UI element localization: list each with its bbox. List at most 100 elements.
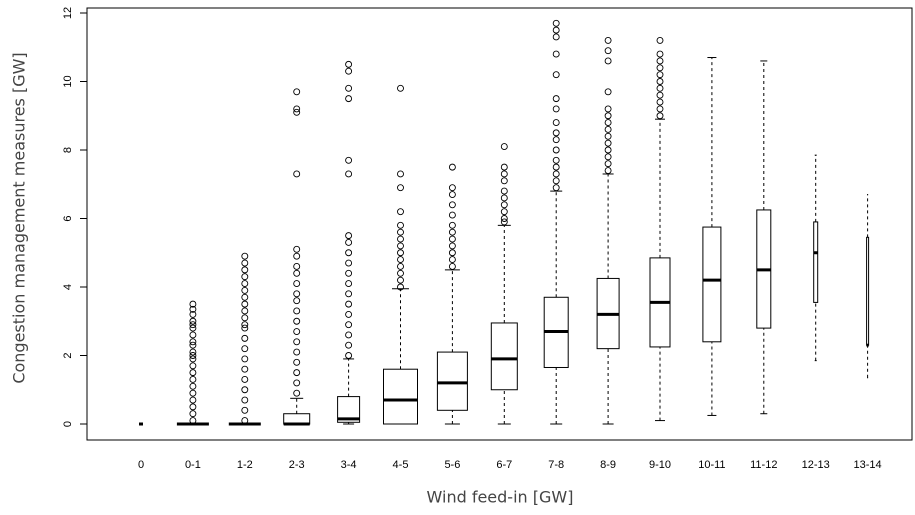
box <box>866 236 870 346</box>
y-tick-label: 10 <box>62 75 74 87</box>
outlier <box>293 317 301 325</box>
outlier <box>448 242 456 250</box>
outlier <box>552 105 560 113</box>
x-tick-label: 2-3 <box>289 459 305 471</box>
box <box>283 413 311 425</box>
outlier <box>604 167 612 175</box>
outlier <box>552 119 560 127</box>
outlier <box>552 163 560 171</box>
box <box>490 322 518 391</box>
outlier <box>500 201 508 209</box>
outlier <box>552 95 560 103</box>
outlier <box>345 310 353 318</box>
outlier <box>241 376 249 383</box>
outlier <box>397 221 404 229</box>
box <box>383 368 418 425</box>
outlier <box>397 242 404 250</box>
outlier <box>241 365 249 373</box>
x-tick-label: 4-5 <box>393 459 409 471</box>
outlier <box>345 95 353 103</box>
outlier <box>241 266 249 274</box>
outlier <box>448 221 456 229</box>
x-tick-label: 9-10 <box>649 459 671 471</box>
outlier <box>604 153 612 161</box>
outlier <box>189 396 197 404</box>
y-tick-label: 8 <box>62 147 74 153</box>
outlier <box>241 345 249 353</box>
x-axis-title: Wind feed-in [GW] <box>427 488 574 507</box>
outlier <box>189 403 197 411</box>
outlier <box>293 348 301 356</box>
outlier <box>189 417 197 425</box>
outlier <box>552 184 560 192</box>
outlier <box>189 341 197 349</box>
outlier <box>189 305 197 313</box>
outlier <box>604 132 612 140</box>
outlier <box>293 369 301 377</box>
box <box>702 226 722 343</box>
outlier <box>397 235 404 243</box>
outlier <box>293 105 301 113</box>
outlier <box>241 321 249 329</box>
outlier <box>241 355 249 363</box>
outlier <box>241 286 249 294</box>
outlier <box>241 307 249 315</box>
outlier <box>189 300 197 308</box>
outlier <box>241 417 249 425</box>
outlier <box>552 33 560 41</box>
outlier <box>448 191 456 198</box>
outlier <box>241 406 249 414</box>
outlier <box>448 184 456 192</box>
outlier <box>604 105 612 113</box>
outlier <box>241 293 249 301</box>
outlier <box>189 317 197 325</box>
outlier <box>397 170 404 178</box>
outlier <box>500 143 508 151</box>
outlier <box>293 290 301 298</box>
y-tick-label: 2 <box>62 352 74 358</box>
outlier <box>345 249 353 257</box>
outlier <box>241 252 249 260</box>
outlier <box>293 338 301 346</box>
outlier <box>345 341 353 349</box>
outlier <box>397 283 404 291</box>
box <box>813 221 819 303</box>
outlier <box>189 369 197 377</box>
outlier <box>189 382 197 390</box>
outlier <box>604 125 612 133</box>
outlier <box>241 280 249 288</box>
outlier <box>293 263 301 270</box>
outlier <box>293 379 301 387</box>
outlier <box>241 334 249 342</box>
outlier <box>656 71 664 79</box>
x-tick-label: 10-11 <box>698 459 725 471</box>
outlier <box>397 269 404 277</box>
outlier <box>500 163 508 171</box>
outlier <box>241 396 249 404</box>
outlier <box>189 338 197 346</box>
outlier <box>293 170 301 178</box>
outlier <box>656 112 664 120</box>
outlier <box>189 348 197 356</box>
outlier <box>189 362 197 370</box>
outlier <box>604 36 612 44</box>
outlier <box>241 300 249 308</box>
x-tick-label: 7-8 <box>548 459 564 471</box>
outlier <box>293 88 301 96</box>
box <box>337 396 361 423</box>
outlier <box>345 269 353 277</box>
outlier <box>189 331 197 339</box>
y-tick-label: 4 <box>62 284 74 290</box>
outlier <box>552 129 560 137</box>
outlier <box>293 245 301 253</box>
outlier <box>500 215 508 222</box>
outlier <box>189 389 197 397</box>
outlier <box>656 105 664 113</box>
outlier <box>552 71 560 79</box>
outlier <box>397 84 404 92</box>
outlier <box>656 84 664 92</box>
outlier <box>345 280 353 288</box>
box <box>436 351 468 411</box>
outlier <box>604 119 612 127</box>
x-tick-label: 13-14 <box>854 459 882 471</box>
